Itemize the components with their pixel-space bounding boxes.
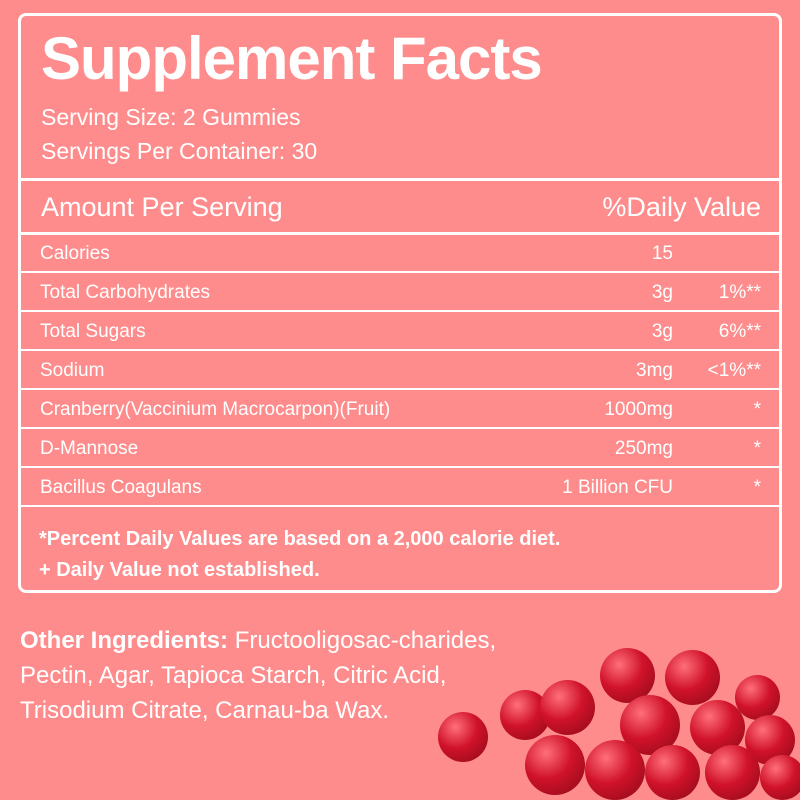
cranberry: [585, 740, 645, 800]
nutrient-amount: 250mg: [614, 438, 673, 459]
table-row: Bacillus Coagulans 1 Billion CFU *: [21, 466, 779, 505]
supplement-facts-panel: Supplement Facts Serving Size: 2 Gummies…: [18, 13, 782, 593]
serving-size: Serving Size: 2 Gummies: [41, 104, 301, 130]
cranberry: [735, 675, 780, 720]
nutrient-dv: 6%**: [718, 321, 761, 342]
nutrient-name: Total Sugars: [40, 321, 146, 342]
cranberry: [600, 648, 655, 703]
nutrient-amount: 1000mg: [604, 399, 673, 420]
table-row: D-Mannose 250mg *: [21, 427, 779, 466]
other-ingredients-label: Other Ingredients:: [20, 627, 229, 654]
table-row: Sodium 3mg <1%**: [21, 349, 779, 388]
footnote: + Daily Value not established.: [39, 559, 320, 581]
nutrient-name: Calories: [40, 243, 110, 264]
dv-header: %Daily Value: [602, 192, 761, 222]
nutrient-dv: *: [753, 399, 761, 420]
page-title: Supplement Facts: [41, 25, 543, 92]
nutrient-name: Total Carbohydrates: [40, 282, 211, 303]
nutrient-name: Sodium: [40, 360, 105, 381]
servings-per-container: Servings Per Container: 30: [41, 138, 318, 164]
nutrient-dv: 1%**: [718, 282, 761, 303]
cranberry: [665, 650, 720, 705]
other-ingredients-text: Fructooligosac-charides, Pectin, Agar, T…: [20, 627, 497, 724]
nutrient-dv: *: [753, 438, 761, 459]
table-row: Total Carbohydrates 3g 1%**: [21, 271, 779, 310]
nutrient-amount: 15: [651, 243, 673, 264]
cranberry: [540, 680, 595, 735]
cranberry: [438, 712, 488, 762]
amount-header: Amount Per Serving: [41, 192, 283, 222]
cranberry: [525, 735, 585, 795]
cranberry: [705, 745, 760, 800]
nutrient-dv: *: [753, 477, 761, 498]
nutrient-amount: 3g: [651, 321, 673, 342]
nutrient-amount: 3mg: [636, 360, 673, 381]
nutrient-amount: 1 Billion CFU: [562, 477, 673, 498]
nutrient-name: Bacillus Coagulans: [40, 477, 202, 498]
nutrient-amount: 3g: [651, 282, 673, 303]
table-row: Total Sugars 3g 6%**: [21, 310, 779, 349]
cranberry: [760, 755, 800, 800]
nutrient-name: Cranberry(Vaccinium Macrocarpon)(Fruit): [40, 399, 391, 420]
nutrient-dv: <1%**: [707, 360, 761, 381]
cranberry: [645, 745, 700, 800]
footnotes: *Percent Daily Values are based on a 2,0…: [39, 524, 560, 586]
other-ingredients: Other Ingredients: Fructooligosac-charid…: [20, 623, 520, 728]
table-header: Amount Per Serving %Daily Value: [41, 192, 761, 223]
table-row: Cranberry(Vaccinium Macrocarpon)(Fruit) 1…: [21, 388, 779, 427]
nutrient-name: D-Mannose: [40, 438, 139, 459]
footnote: *Percent Daily Values are based on a 2,0…: [39, 528, 561, 550]
divider: [21, 505, 779, 507]
table-row: Calories 15: [21, 232, 779, 271]
divider: [21, 178, 779, 181]
